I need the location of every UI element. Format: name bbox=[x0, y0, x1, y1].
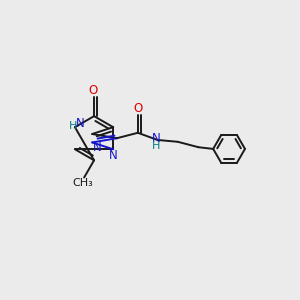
Text: N: N bbox=[76, 117, 85, 130]
Text: N: N bbox=[92, 141, 101, 154]
Text: CH₃: CH₃ bbox=[72, 178, 93, 188]
Text: O: O bbox=[133, 102, 142, 115]
Text: H: H bbox=[68, 121, 77, 131]
Text: O: O bbox=[88, 84, 98, 98]
Text: N: N bbox=[152, 132, 160, 145]
Text: N: N bbox=[109, 149, 118, 162]
Text: H: H bbox=[152, 141, 160, 151]
